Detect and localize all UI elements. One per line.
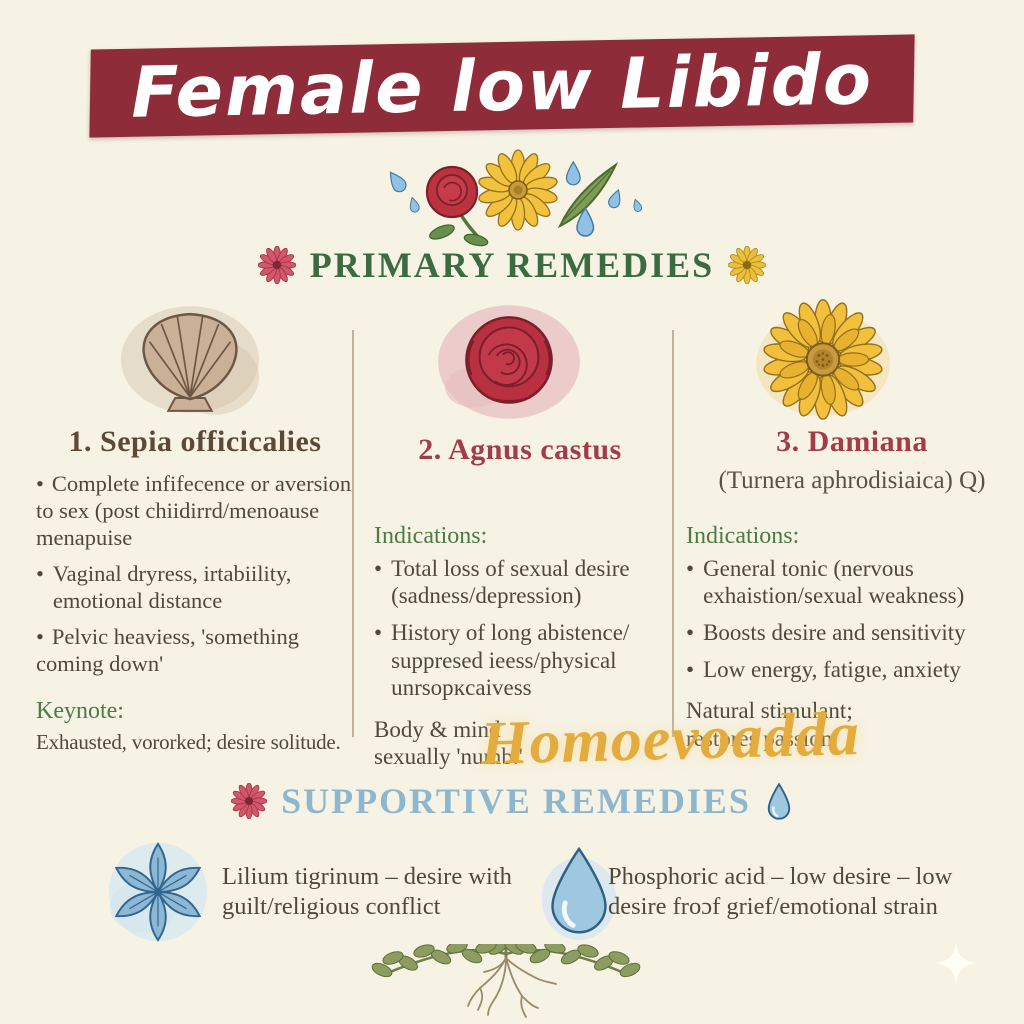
keynote-label: Keynote: bbox=[36, 698, 124, 724]
remedy-title: 1. Sepia officicalies bbox=[68, 425, 322, 458]
supportive-remedies-heading-row: SUPPORTIVE REMEDIES bbox=[0, 780, 1024, 822]
bullet-item: • Low energy, fatigιe, anxiety bbox=[686, 656, 1018, 684]
sunflower-icon bbox=[742, 292, 904, 430]
blue-lily-icon bbox=[104, 838, 212, 946]
water-drop-icon bbox=[384, 167, 421, 214]
remedy-title: 2. Agnus castus bbox=[418, 433, 622, 466]
column-divider bbox=[672, 330, 674, 737]
red-rose-icon bbox=[433, 296, 585, 428]
supportive-item-text: Lilium tigrinum – desire with guilt/reli… bbox=[222, 863, 512, 920]
primary-remedies-heading-row: PRIMARY REMEDIES bbox=[0, 244, 1024, 286]
title-banner: Female low Libido bbox=[89, 34, 915, 138]
yellow-zinnia-icon bbox=[727, 245, 767, 285]
indications-label: Indications: bbox=[374, 523, 488, 549]
remedy-footnote: Body & mind sexually 'numb.' bbox=[374, 716, 523, 770]
bullet-item: • Total loss of sexual desire (sadness/de… bbox=[374, 555, 666, 610]
remedy-sepia: 1. Sepia officicalies • Complete infifece… bbox=[36, 424, 354, 755]
remedy-subtitle: (Turnera aphrodisiaica) Q) bbox=[718, 467, 986, 494]
bullet-marker: • bbox=[36, 561, 44, 586]
bullet-item: • Vaginal dryress, irtabiility, emotional… bbox=[36, 560, 354, 614]
bullet-item: • Pelvic heaviess, 'something coming down… bbox=[36, 623, 354, 677]
remedy-footnote: Natural stimulant; restores passion bbox=[686, 698, 853, 751]
page-title: Female low Libido bbox=[130, 38, 874, 134]
bullet-text: General tonic (nervous exhaistion/sexual… bbox=[703, 555, 965, 609]
rose-sprig-icon bbox=[425, 165, 489, 247]
bullet-text: Low energy, fatigιe, anxiety bbox=[703, 656, 961, 682]
bullet-text: Total loss of sexual desire (sadness/dep… bbox=[391, 555, 630, 609]
brand-watermark: Homoevoadda bbox=[479, 700, 861, 778]
bullet-item: • History of long abistence/ suppresed ie… bbox=[374, 619, 666, 702]
water-drop-icon bbox=[765, 781, 793, 821]
floral-decoration bbox=[384, 149, 644, 247]
column-divider bbox=[352, 330, 354, 737]
bullet-text: History of long abistence/ suppresed iee… bbox=[391, 619, 630, 701]
bullet-text: Complete infifecence or aversion to sex … bbox=[36, 471, 352, 550]
water-drop-icon bbox=[538, 844, 620, 944]
scallop-shell-icon bbox=[116, 300, 264, 424]
remedy-damiana: 3. Damiana (Turnera aphrodisiaica) Q) In… bbox=[686, 424, 1018, 752]
bullet-item: • Complete infifecence or aversion to sex… bbox=[36, 470, 354, 551]
keynote-block: Keynote: Exhausted, vororked; desire sol… bbox=[36, 697, 354, 755]
bullet-marker: • bbox=[374, 619, 383, 645]
bullet-text: Pelvic heaviess, 'something coming down' bbox=[36, 624, 300, 676]
bullet-marker: • bbox=[686, 656, 695, 682]
bullet-text: Boosts desire and sensitivity bbox=[703, 619, 966, 645]
red-zinnia-icon bbox=[230, 782, 268, 820]
leaf-icon bbox=[557, 161, 619, 229]
bullet-item: • Boosts desire and sensitivity bbox=[686, 619, 1018, 647]
bullet-item: • General tonic (nervous exhaistion/sexua… bbox=[686, 555, 1018, 610]
supportive-item-text: Phosphoric acid – low desire – low desir… bbox=[608, 863, 953, 920]
primary-remedies-heading: PRIMARY REMEDIES bbox=[309, 245, 715, 285]
daisy-icon bbox=[476, 149, 560, 231]
bullet-marker: • bbox=[686, 555, 695, 581]
bullet-text: Vaginal dryress, irtabiility, emotional … bbox=[52, 561, 292, 613]
keynote-text: Exhausted, vororked; desire solitude. bbox=[36, 729, 341, 754]
bullet-marker: • bbox=[686, 619, 695, 645]
supportive-remedies-heading: SUPPORTIVE REMEDIES bbox=[281, 781, 751, 821]
remedy-title: 3. Damiana bbox=[776, 425, 928, 458]
red-zinnia-icon bbox=[257, 245, 297, 285]
sparkle-icon bbox=[933, 940, 979, 986]
indications-label: Indications: bbox=[686, 523, 800, 549]
remedy-agnus-castus: 2. Agnus castus Indications: • Total loss… bbox=[374, 432, 666, 771]
bullet-marker: • bbox=[374, 555, 383, 581]
leaf-garland-roots-icon bbox=[356, 936, 656, 1020]
bullet-marker: • bbox=[36, 471, 44, 496]
bullet-marker: • bbox=[36, 624, 44, 649]
